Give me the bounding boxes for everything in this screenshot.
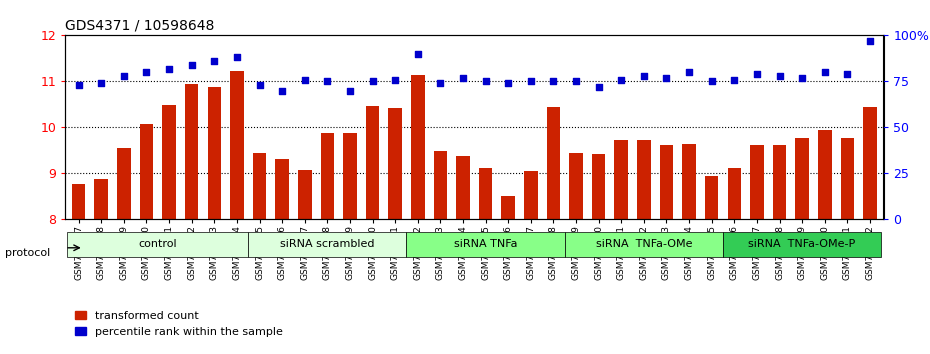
Point [298, 77, 312, 82]
Bar [457, 156, 470, 219]
Bar [863, 107, 877, 219]
FancyBboxPatch shape [565, 232, 723, 257]
Bar [433, 152, 447, 219]
Bar [298, 170, 312, 219]
Point [162, 66, 177, 72]
Bar [389, 108, 402, 219]
Legend: transformed count, percentile rank within the sample: transformed count, percentile rank withi… [71, 307, 287, 341]
Bar [207, 87, 221, 219]
Bar [117, 148, 130, 219]
Point [546, 79, 561, 84]
Point [524, 79, 538, 84]
Point [817, 69, 832, 75]
Point [72, 82, 86, 88]
Bar [841, 138, 854, 219]
Point [230, 55, 245, 60]
Point [500, 80, 515, 86]
Point [433, 80, 448, 86]
Bar [705, 176, 719, 219]
Bar [185, 84, 198, 219]
Bar [615, 140, 628, 219]
Bar [411, 74, 425, 219]
Point [568, 79, 583, 84]
FancyBboxPatch shape [248, 232, 406, 257]
Point [862, 38, 877, 44]
Bar [569, 153, 583, 219]
Point [410, 51, 425, 57]
Text: siRNA  TNFa-OMe-P: siRNA TNFa-OMe-P [749, 239, 856, 249]
Point [252, 82, 267, 88]
Text: siRNA TNFa: siRNA TNFa [454, 239, 517, 249]
Bar [659, 145, 673, 219]
Point [116, 73, 131, 79]
Point [727, 77, 742, 82]
FancyBboxPatch shape [406, 232, 565, 257]
Bar [275, 159, 289, 219]
Bar [343, 133, 357, 219]
Point [659, 75, 674, 81]
Bar [637, 140, 651, 219]
Text: siRNA  TNFa-OMe: siRNA TNFa-OMe [595, 239, 692, 249]
Bar [163, 105, 176, 219]
Bar [683, 143, 696, 219]
Point [750, 71, 764, 77]
Bar [795, 138, 809, 219]
Point [636, 73, 651, 79]
FancyBboxPatch shape [67, 232, 248, 257]
Point [614, 77, 629, 82]
Bar [321, 133, 334, 219]
Point [388, 77, 403, 82]
Point [456, 75, 471, 81]
Point [682, 69, 697, 75]
Bar [501, 195, 515, 219]
Text: GDS4371 / 10598648: GDS4371 / 10598648 [65, 19, 215, 33]
Bar [253, 153, 266, 219]
Point [478, 79, 493, 84]
Point [840, 71, 855, 77]
Text: siRNA scrambled: siRNA scrambled [280, 239, 375, 249]
Bar [547, 107, 560, 219]
Text: protocol: protocol [5, 248, 50, 258]
Point [94, 80, 109, 86]
Point [274, 88, 289, 93]
Bar [591, 154, 605, 219]
Point [342, 88, 357, 93]
Point [772, 73, 787, 79]
Bar [479, 168, 492, 219]
Point [184, 62, 199, 68]
Text: control: control [139, 239, 177, 249]
Bar [95, 179, 108, 219]
Point [206, 58, 221, 64]
Bar [773, 145, 786, 219]
Bar [727, 168, 741, 219]
Bar [365, 106, 379, 219]
Bar [524, 171, 538, 219]
Bar [140, 124, 153, 219]
Bar [818, 130, 831, 219]
Point [591, 84, 606, 90]
Bar [751, 145, 764, 219]
Point [704, 79, 719, 84]
Point [365, 79, 380, 84]
Point [794, 75, 809, 81]
Bar [230, 71, 244, 219]
Point [320, 79, 335, 84]
Bar [72, 184, 86, 219]
Point [140, 69, 154, 75]
FancyBboxPatch shape [723, 232, 882, 257]
